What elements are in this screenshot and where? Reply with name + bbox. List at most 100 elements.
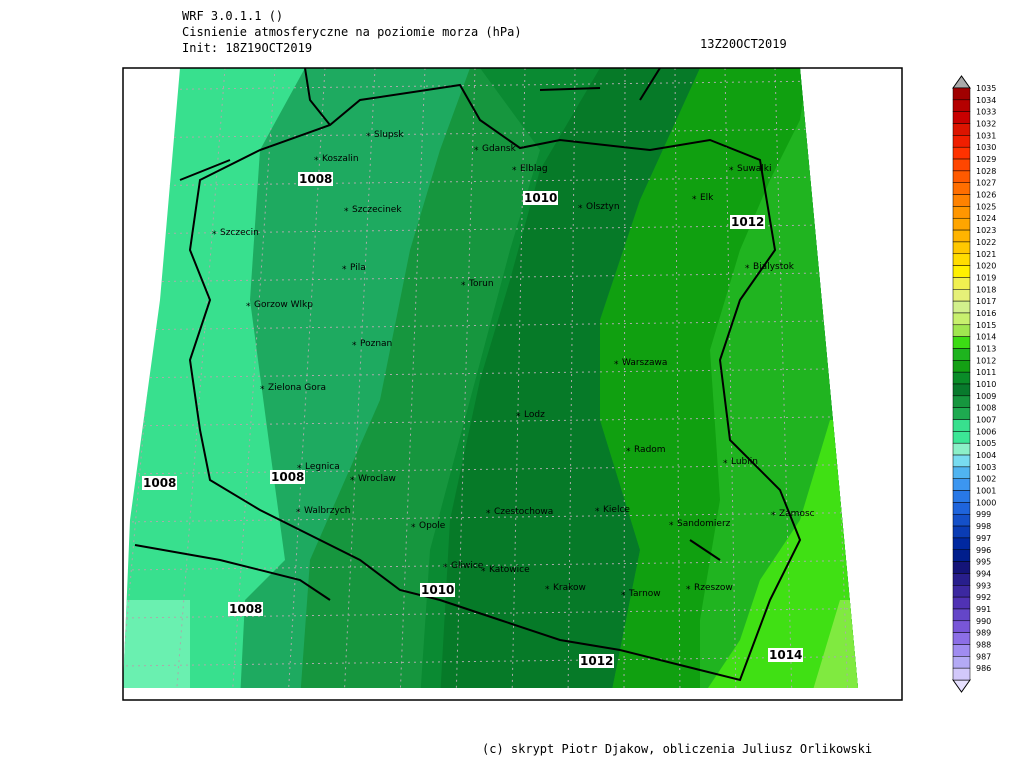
colorbar-label: 992 [976,593,991,602]
colorbar-box [952,537,971,551]
colorbar-label: 1019 [976,273,996,282]
city-label: Katowice [489,565,530,575]
colorbar-label: 997 [976,534,991,543]
band-1006 [123,600,190,688]
city-marker: * [692,195,697,205]
colorbar-label: 995 [976,558,991,567]
grid-line [123,79,858,91]
colorbar-label: 1010 [976,380,996,389]
contour-label: 1008 [271,470,304,484]
colorbar-label: 1025 [976,202,996,211]
colorbar-label: 1035 [976,84,996,93]
city-marker: * [745,264,750,274]
colorbar-box [952,158,971,172]
city-marker: * [314,156,319,166]
grid-line [123,175,858,187]
city-marker: * [621,591,626,601]
colorbar-box [952,656,971,669]
grid-line [123,415,858,427]
colorbar-box [952,170,971,183]
colorbar-box [952,407,971,420]
colorbar-box [952,135,971,148]
city-marker: * [614,360,619,370]
colorbar-box [952,549,971,562]
colorbar-label: 1034 [976,96,996,105]
colorbar-label: 1030 [976,143,996,152]
map-frame [122,67,903,701]
colorbar-box [952,194,971,207]
colorbar-label: 993 [976,581,991,590]
colorbar-box [952,289,971,302]
colorbar-label: 1024 [976,214,996,223]
city-label: Rzeszow [694,583,733,593]
colorbar-label: 998 [976,522,991,531]
colorbar-box [952,502,971,515]
colorbar-box [952,585,971,598]
colorbar-arrow-top [952,75,971,89]
city-label: Krakow [553,583,586,593]
city-marker: * [723,459,728,469]
colorbar-label: 1021 [976,250,996,259]
city-marker: * [771,511,776,521]
city-marker: * [486,509,491,519]
city-marker: * [342,265,347,275]
colorbar-box [952,87,971,101]
city-marker: * [461,281,466,291]
colorbar-box [952,123,971,136]
colorbar-box [952,573,971,586]
city-marker: * [669,521,674,531]
city-label: Torun [468,279,494,289]
city-label: Kielce [603,505,630,515]
city-marker: * [297,464,302,474]
colorbar-label: 991 [976,605,991,614]
model: WRF 3.0.1.1 () [182,9,283,23]
colorbar-label: 1027 [976,179,996,188]
colorbar-label: 994 [976,569,991,578]
colorbar-label: 986 [976,664,991,673]
colorbar-box [952,241,971,255]
valid-time: 13Z20OCT2019 [700,37,787,51]
city-marker: * [212,230,217,240]
city-label: Tarnow [628,589,661,599]
grid-line [123,607,858,619]
city-marker: * [350,476,355,486]
city-label: Radom [634,445,666,455]
colorbar-label: 1004 [976,451,996,460]
city-label: Olsztyn [586,202,620,212]
colorbar-label: 1013 [976,344,996,353]
city-marker: * [443,563,448,573]
contour-label-bg [768,648,803,662]
city-label: Bialystok [753,262,795,272]
colorbar-box [952,431,971,444]
colorbar-box [952,265,971,278]
contour-label: 1012 [731,215,764,229]
grid-line [123,367,858,379]
city-label: Gliwice [451,561,484,571]
city-label: Poznan [360,339,392,349]
city-marker: * [686,585,691,595]
colorbar-box [952,395,971,408]
colorbar-box [952,182,971,195]
colorbar-box [952,111,971,124]
colorbar-label: 1014 [976,333,996,342]
contour-label-bg [270,470,305,484]
band-1011 [440,68,700,688]
colorbar-box [952,596,971,610]
colorbar-box [952,300,971,314]
city-marker: * [512,166,517,176]
city-label: Szczecinek [352,205,402,215]
colorbar-label: 996 [976,546,991,555]
init: Init: 18Z19OCT2019 [182,41,312,55]
grid-line [123,463,858,475]
colorbar-box [952,348,971,361]
contour-label-bg [228,602,263,616]
colorbar-box [952,454,971,468]
colorbar-label: 1006 [976,427,996,436]
grid-line [123,559,858,571]
colorbar-box [952,419,971,432]
colorbar-box [952,632,971,645]
contour-label: 1014 [769,648,802,662]
city-marker: * [344,207,349,217]
colorbar-box [952,525,971,539]
